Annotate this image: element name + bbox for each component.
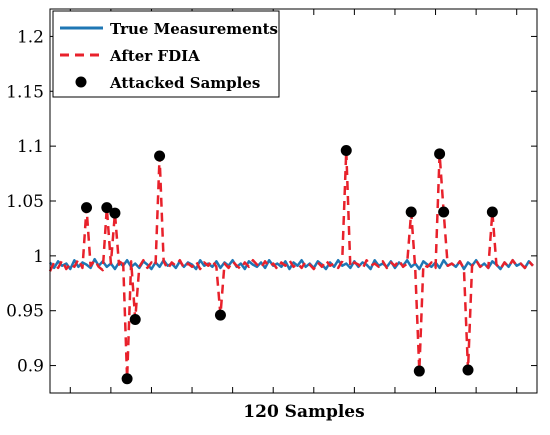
attacked-sample-marker-1 xyxy=(101,202,113,214)
legend-attacked-label: Attacked Samples xyxy=(109,74,260,92)
legend: True Measurements After FDIA Attacked Sa… xyxy=(52,10,280,98)
attacked-sample-marker-10 xyxy=(434,148,446,160)
y-tick-label-1: 0.95 xyxy=(6,302,44,322)
plot-area xyxy=(48,145,534,385)
attacked-sample-marker-3 xyxy=(121,373,133,385)
attacked-sample-marker-5 xyxy=(154,150,166,162)
attacked-sample-marker-13 xyxy=(486,206,498,218)
y-tick-label-2: 1 xyxy=(33,247,44,267)
attacked-sample-marker-12 xyxy=(462,364,474,376)
y-tick-label-3: 1.05 xyxy=(6,192,44,212)
x-axis-label: 120 Samples xyxy=(243,402,364,422)
legend-attacked-marker xyxy=(75,76,87,88)
attacked-sample-marker-2 xyxy=(109,207,121,219)
legend-true-label: True Measurements xyxy=(110,20,278,38)
y-tick-label-6: 1.2 xyxy=(17,27,44,47)
y-tick-label-5: 1.15 xyxy=(6,82,44,102)
legend-fdia-label: After FDIA xyxy=(109,47,200,65)
axes: 0.9 0.95 1 1.05 1.1 1.15 1.2 xyxy=(6,8,538,394)
attacked-sample-marker-4 xyxy=(129,313,141,325)
y-tick-label-0: 0.9 xyxy=(17,357,44,377)
attacked-sample-marker-11 xyxy=(438,206,450,218)
after-fdia-line xyxy=(48,149,534,380)
attacked-sample-marker-9 xyxy=(413,365,425,377)
y-tick-label-4: 1.1 xyxy=(17,137,44,157)
attacked-sample-marker-8 xyxy=(405,206,417,218)
attacked-sample-marker-6 xyxy=(214,309,226,321)
attacked-sample-marker-0 xyxy=(81,202,93,214)
attacked-sample-marker-7 xyxy=(340,145,352,157)
